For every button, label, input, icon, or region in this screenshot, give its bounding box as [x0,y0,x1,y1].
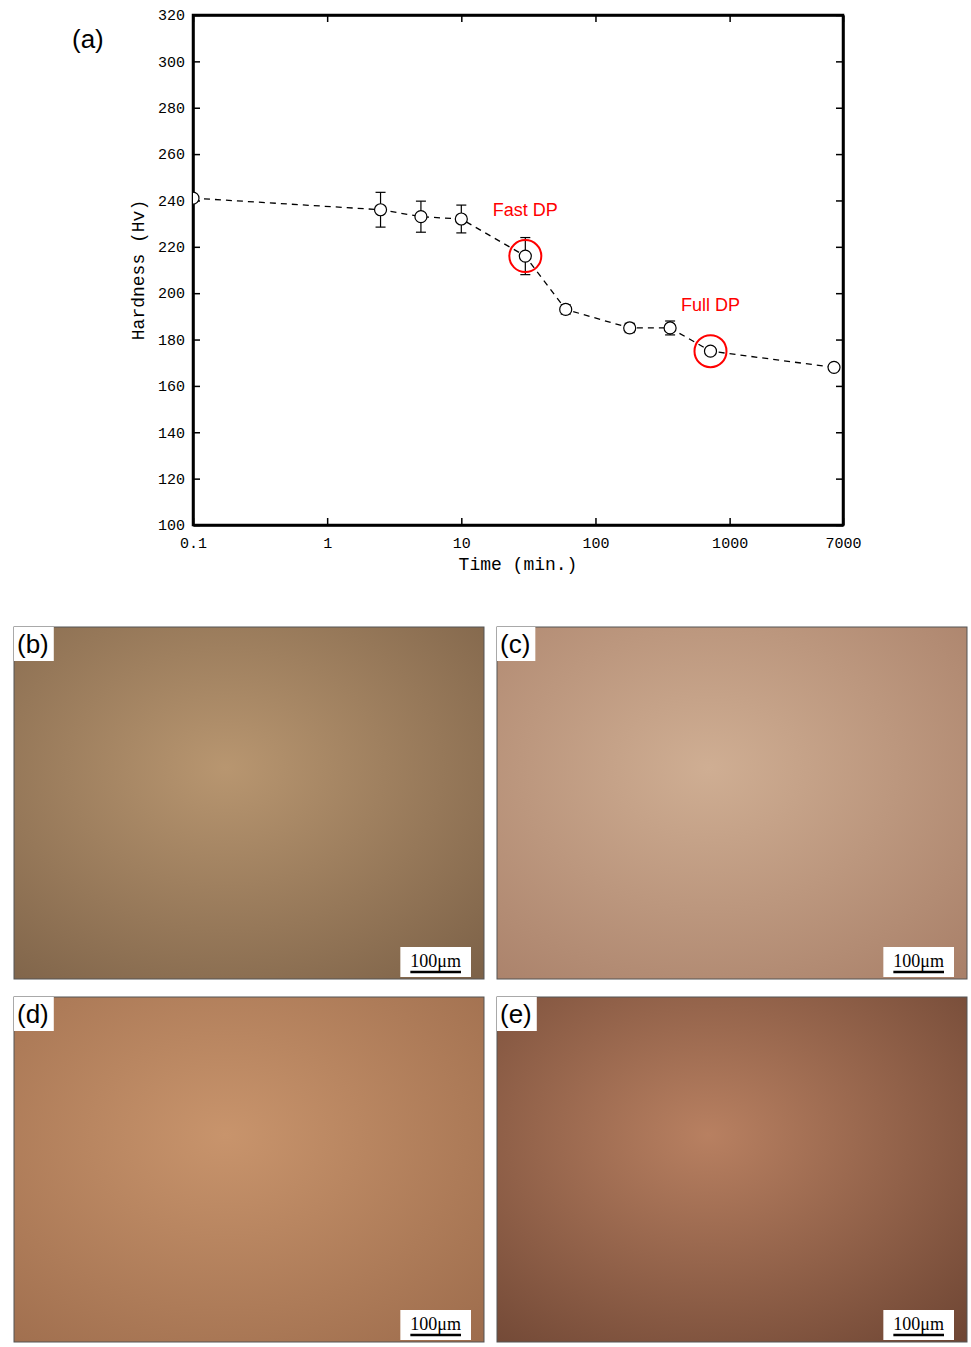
error-bar [520,238,530,275]
label-patch [497,627,535,661]
tick-label: 160 [158,379,185,396]
micrograph [14,997,484,1342]
tick-label: 200 [158,286,185,303]
tick-label: 300 [158,55,185,72]
error-bar [376,192,386,227]
error-bar-cap [376,227,386,228]
data-point [704,345,716,357]
x-axis-title: Time (min.) [459,555,578,575]
data-line [193,198,834,367]
data-point [375,204,387,216]
scale-bar-patch [883,1310,954,1340]
error-bar [665,321,675,335]
micrograph [14,627,484,979]
tick-label: 320 [158,8,185,25]
annotation-ring [694,335,726,367]
tick-label: 100 [158,518,185,535]
data-point [624,322,636,334]
micrograph [497,627,967,979]
tick-label: 10 [453,536,471,553]
y-axis-title: Hardness (Hv) [129,200,149,340]
scale-bar [410,971,461,974]
data-point [664,322,676,334]
panel-label: (b) [17,629,49,659]
tick-label: 120 [158,472,185,489]
error-bar-cap [416,201,426,202]
tick-label: 1000 [712,536,748,553]
micrograph-panel: (c) 100μm [497,627,967,979]
tick: 1 [323,518,332,553]
error-bar-cap [456,232,466,233]
tick: 10 [453,518,471,553]
micrograph-panel: (e) 100μm [497,997,967,1342]
tick-label: 100 [582,536,609,553]
scale-bar [893,971,944,974]
data-point [455,213,467,225]
micrograph-panel: (d) 100μm [14,997,484,1342]
tick-label: 240 [158,194,185,211]
error-bar-cap [376,192,386,193]
annotation-text: Fast DP [493,200,558,220]
data-point [519,250,531,262]
tick: 100 [582,518,609,553]
error-bar-cap [456,204,466,205]
panel-label: (e) [500,999,532,1029]
panel-label: (c) [500,629,530,659]
data-point [193,192,199,204]
label-patch [14,627,54,661]
scale-bar-label: 100μm [893,951,944,971]
label-patch [14,997,54,1031]
scale-bar-patch [400,1310,471,1340]
micrograph-panel: (b) 100μm [14,627,484,979]
data-point [828,361,840,373]
scale-bar [893,1334,944,1337]
plot-area [193,192,840,373]
data-point [560,303,572,315]
scale-bar-label: 100μm [410,1314,461,1334]
tick-label: 220 [158,240,185,257]
label-patch [497,997,537,1031]
tick-label: 280 [158,101,185,118]
scale-bar-label: 100μm [410,951,461,971]
error-bar [456,205,466,233]
tick-label: 140 [158,426,185,443]
data-point [415,211,427,223]
scale-bar-label: 100μm [893,1314,944,1334]
annotation-text: Full DP [681,295,740,315]
tick-label: 0.1 [180,536,207,553]
panel-label: (a) [72,24,104,54]
plot-frame [193,15,843,525]
scale-bar [410,1334,461,1337]
tick-label: 1 [323,536,332,553]
error-bar-cap [520,237,530,238]
tick-label: 7000 [825,536,861,553]
scale-bar-patch [400,947,471,977]
figure: (a) 0.1 1 10 100 1000 7000 100 120 140 160 180 200 22… [0,0,971,1347]
tick-label: 180 [158,333,185,350]
x-axis: 0.1 1 10 100 1000 7000 [180,518,862,553]
tick: 1000 [712,518,748,553]
scale-bar-patch [883,947,954,977]
error-bar [416,201,426,232]
micrograph [497,997,967,1342]
error-bar-cap [520,274,530,275]
tick-label: 260 [158,147,185,164]
annotation-ring [509,240,541,272]
panel-label: (d) [17,999,49,1029]
error-bar-cap [416,232,426,233]
